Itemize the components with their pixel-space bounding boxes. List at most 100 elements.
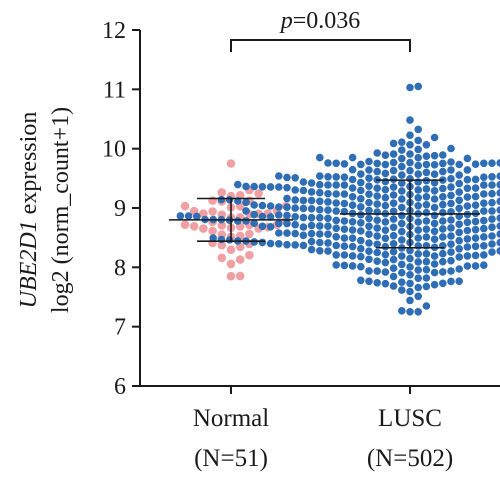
point-lusc — [283, 219, 291, 228]
point-lusc — [488, 240, 496, 248]
point-lusc — [332, 173, 341, 181]
point-lusc — [422, 265, 431, 274]
point-lusc — [365, 255, 373, 264]
point-lusc — [488, 198, 496, 207]
point-lusc — [480, 242, 488, 250]
point-lusc — [447, 216, 455, 224]
point-lusc — [348, 226, 357, 234]
point-lusc — [471, 225, 480, 234]
y-axis-title-line1: UBE2D1 expression — [16, 112, 42, 309]
point-lusc — [307, 179, 316, 187]
point-lusc — [447, 191, 455, 200]
point-lusc — [365, 214, 373, 223]
point-lusc — [471, 192, 480, 201]
point-lusc — [291, 213, 300, 221]
errorbar-layer — [169, 179, 480, 249]
point-lusc — [316, 230, 324, 238]
point-lusc — [422, 233, 431, 241]
point-lusc — [447, 248, 455, 256]
point-normal — [180, 220, 190, 229]
point-lusc — [406, 254, 414, 263]
point-lusc — [430, 260, 439, 268]
point-lusc — [430, 161, 439, 169]
point-lusc — [430, 151, 439, 160]
p-value: =0.036 — [293, 8, 361, 34]
point-lusc — [471, 242, 480, 251]
point-lusc — [439, 159, 447, 168]
point-lusc — [496, 230, 500, 238]
point-lusc — [439, 225, 447, 233]
point-lusc — [398, 227, 406, 236]
point-lusc — [332, 199, 341, 207]
point-lusc — [283, 203, 291, 211]
point-lusc — [307, 205, 316, 213]
point-lusc — [414, 266, 423, 274]
point-lusc — [463, 218, 472, 227]
point-lusc — [496, 214, 500, 222]
point-lusc — [430, 133, 439, 142]
point-lusc — [496, 159, 500, 167]
point-lusc — [316, 180, 324, 189]
point-lusc — [275, 219, 283, 228]
point-lusc — [463, 235, 472, 243]
point-lusc — [373, 200, 382, 208]
point-lusc — [340, 242, 349, 250]
point-lusc — [447, 232, 455, 240]
point-lusc — [455, 171, 464, 179]
point-lusc — [275, 203, 283, 211]
point-lusc — [488, 189, 496, 198]
point-lusc — [455, 196, 464, 205]
point-lusc — [439, 193, 447, 201]
point-lusc — [422, 160, 431, 169]
point-lusc — [488, 248, 496, 256]
point-lusc — [488, 232, 496, 240]
point-lusc — [422, 193, 431, 201]
point-lusc — [365, 206, 373, 215]
point-lusc — [307, 229, 316, 238]
point-normal — [189, 222, 199, 231]
point-lusc — [307, 188, 316, 196]
point-lusc — [258, 212, 267, 221]
point-lusc — [389, 240, 398, 248]
point-lusc — [398, 252, 406, 260]
point-lusc — [414, 161, 423, 170]
point-lusc — [422, 152, 431, 160]
point-lusc — [422, 217, 431, 225]
point-lusc — [398, 162, 406, 171]
point-lusc — [348, 193, 357, 201]
y-tick-label-12: 12 — [102, 18, 126, 44]
point-lusc — [332, 233, 341, 241]
point-lusc — [250, 219, 258, 227]
point-lusc — [266, 223, 275, 231]
point-lusc — [471, 262, 480, 270]
point-lusc — [242, 182, 250, 191]
point-lusc — [406, 141, 414, 149]
point-lusc — [324, 189, 332, 198]
point-lusc — [373, 279, 382, 287]
point-lusc — [406, 271, 414, 279]
point-lusc — [365, 267, 373, 275]
point-lusc — [348, 262, 357, 270]
point-lusc — [332, 224, 341, 233]
point-lusc — [414, 226, 423, 234]
point-lusc — [414, 308, 423, 316]
point-lusc — [422, 208, 431, 217]
point-lusc — [389, 150, 398, 158]
point-lusc — [258, 183, 267, 191]
point-normal — [226, 271, 236, 281]
point-lusc — [422, 257, 431, 266]
point-lusc — [299, 223, 308, 231]
point-lusc — [340, 261, 349, 270]
point-lusc — [463, 252, 472, 260]
point-lusc — [283, 183, 291, 192]
point-lusc — [389, 247, 398, 256]
point-lusc — [430, 219, 439, 228]
point-lusc — [340, 173, 349, 181]
point-lusc — [414, 292, 423, 301]
point-lusc — [316, 213, 324, 222]
point-lusc — [414, 234, 423, 242]
point-lusc — [381, 151, 390, 159]
point-lusc — [324, 247, 332, 255]
point-lusc — [217, 235, 226, 244]
